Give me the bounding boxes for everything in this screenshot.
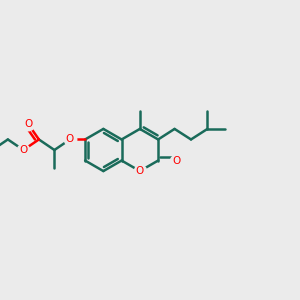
Text: O: O bbox=[24, 119, 32, 129]
Text: O: O bbox=[66, 134, 74, 145]
Text: O: O bbox=[172, 155, 180, 166]
Text: O: O bbox=[136, 166, 144, 176]
Text: O: O bbox=[19, 145, 28, 155]
